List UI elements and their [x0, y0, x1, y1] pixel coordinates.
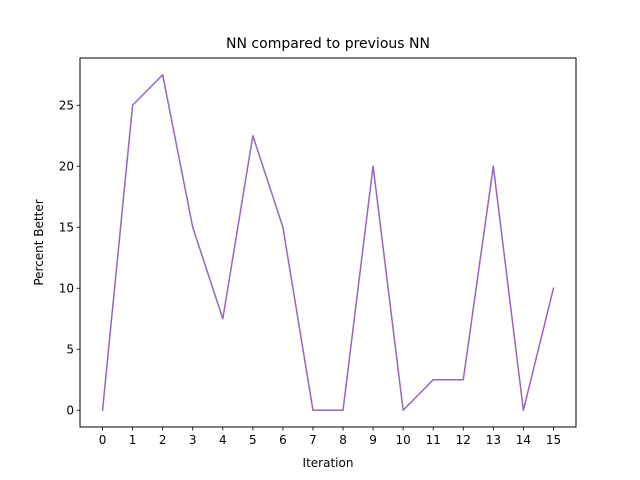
x-tick-label: 1 — [129, 433, 137, 447]
x-tick-label: 8 — [339, 433, 347, 447]
x-tick-label: 6 — [279, 433, 287, 447]
x-tick-label: 7 — [309, 433, 317, 447]
y-tick-label: 25 — [59, 99, 74, 113]
chart-title: NN compared to previous NN — [226, 36, 430, 52]
x-tick-label: 2 — [159, 433, 167, 447]
x-tick-label: 0 — [99, 433, 107, 447]
x-tick-label: 5 — [249, 433, 257, 447]
series-line — [101, 74, 555, 412]
y-tick-label: 0 — [66, 404, 74, 418]
x-axis: 0 1 2 3 4 5 6 7 8 9 10 11 12 13 14 15 — [99, 427, 561, 447]
x-tick-label: 11 — [426, 433, 441, 447]
x-tick-label: 15 — [546, 433, 561, 447]
x-tick-label: 12 — [456, 433, 471, 447]
y-tick-label: 15 — [59, 221, 74, 235]
x-tick-label: 10 — [396, 433, 411, 447]
y-tick-label: 5 — [66, 343, 74, 357]
x-tick-label: 4 — [219, 433, 227, 447]
y-axis: 0 5 10 15 20 25 — [59, 99, 80, 418]
series-layer — [101, 74, 555, 412]
plot-area — [79, 57, 577, 428]
x-axis-label: Iteration — [303, 456, 354, 470]
y-tick-label: 10 — [59, 282, 74, 296]
x-tick-label: 9 — [369, 433, 377, 447]
x-tick-label: 13 — [486, 433, 501, 447]
y-axis-label: Percent Better — [32, 199, 46, 285]
y-tick-label: 20 — [59, 160, 74, 174]
x-tick-label: 14 — [516, 433, 531, 447]
x-tick-label: 3 — [189, 433, 197, 447]
